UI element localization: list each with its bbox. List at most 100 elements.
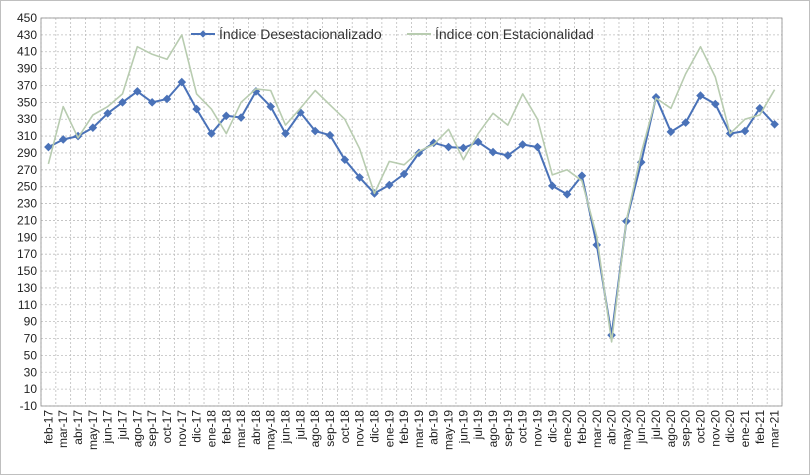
x-tick-label: nov-18 [353, 410, 367, 447]
x-tick-label: ago-18 [308, 410, 322, 448]
y-tick-label: 410 [17, 45, 37, 59]
x-tick-label: jun-17 [101, 410, 115, 445]
y-tick-label: 330 [17, 112, 37, 126]
legend-label-2: Índice con Estacionalidad [435, 26, 594, 42]
y-tick-label: 350 [17, 95, 37, 109]
x-tick-label: jul-17 [116, 410, 130, 441]
y-tick-label: 150 [17, 264, 37, 278]
y-tick-label: 10 [24, 382, 38, 396]
data-point [221, 111, 231, 121]
x-tick-label: mar-18 [234, 410, 248, 448]
y-tick-label: -10 [20, 399, 38, 413]
y-tick-label: 450 [17, 11, 37, 25]
x-tick-label: jun-20 [634, 410, 648, 445]
x-tick-label: abr-17 [71, 410, 85, 445]
y-tick-label: 270 [17, 163, 37, 177]
x-tick-label: may-20 [619, 410, 633, 450]
series-line-1 [47, 81, 776, 337]
x-tick-label: dic-17 [190, 410, 204, 443]
x-tick-label: jul-19 [471, 410, 485, 441]
x-tick-label: sep-19 [501, 410, 515, 447]
x-tick-label: feb-20 [575, 410, 589, 444]
y-tick-label: 110 [18, 298, 37, 312]
x-tick-label: abr-18 [249, 410, 263, 445]
data-point [384, 180, 394, 190]
data-point [444, 142, 453, 152]
data-point [562, 189, 572, 199]
y-tick-label: 290 [17, 146, 37, 160]
x-tick-label: nov-17 [175, 410, 189, 447]
data-point [88, 123, 98, 132]
data-point [681, 118, 690, 127]
x-tick-label: feb-19 [397, 410, 411, 444]
x-tick-label: ago-17 [130, 410, 144, 448]
y-tick-label: 70 [24, 332, 38, 346]
data-point [414, 148, 424, 158]
data-point [266, 102, 276, 111]
data-point [310, 126, 320, 136]
legend-marker [199, 30, 207, 38]
data-point [355, 173, 364, 182]
series-line-2 [47, 34, 776, 343]
legend: Índice Desestacionalizado Índice con Esta… [191, 26, 594, 42]
y-tick-label: 50 [24, 348, 38, 362]
x-tick-label: jul-20 [649, 410, 663, 441]
data-point [340, 155, 350, 165]
axis-layer: -10 10 30 50 70 90 110 130 150 170 190 210 230 250 270… [17, 11, 783, 450]
x-tick-label: jul-18 [293, 410, 307, 441]
x-tick-label: jun-19 [456, 410, 470, 445]
data-point [147, 98, 157, 107]
y-tick-label: 190 [17, 230, 37, 244]
data-point [473, 137, 483, 147]
data-point [162, 94, 172, 104]
data-point [58, 135, 68, 144]
x-tick-label: ene-20 [560, 410, 574, 448]
data-point [503, 151, 513, 160]
data-point [755, 103, 765, 113]
x-tick-label: may-18 [264, 410, 278, 450]
y-tick-label: 170 [17, 247, 37, 261]
data-point [207, 129, 216, 138]
x-tick-label: oct-20 [693, 410, 707, 444]
y-tick-label: 430 [17, 28, 37, 42]
data-point [399, 169, 409, 179]
y-tick-label: 310 [17, 129, 37, 143]
x-tick-label: ago-19 [486, 410, 500, 448]
x-tick-label: dic-19 [545, 410, 559, 443]
data-point [236, 113, 246, 122]
legend-label-1: Índice Desestacionalizado [219, 26, 382, 42]
data-point [103, 109, 112, 118]
grid-layer [40, 17, 783, 407]
x-tick-label: mar-17 [56, 410, 70, 448]
x-tick-label: sep-18 [323, 410, 337, 447]
y-tick-label: 130 [17, 281, 37, 295]
data-point [711, 99, 720, 109]
x-tick-label: dic-20 [723, 410, 737, 443]
data-point [696, 91, 705, 100]
x-tick-label: nov-19 [530, 410, 544, 447]
y-tick-label: 230 [17, 197, 37, 211]
data-point [44, 142, 53, 152]
data-point [118, 98, 127, 107]
x-tick-label: oct-19 [516, 410, 530, 444]
data-point [547, 181, 557, 191]
data-point [518, 140, 527, 149]
data-point [592, 240, 602, 250]
y-tick-label: 210 [17, 213, 37, 227]
y-tick-label: 390 [17, 62, 37, 76]
x-tick-label: mar-21 [768, 410, 782, 448]
x-tick-label: sep-17 [145, 410, 159, 447]
data-point [177, 77, 187, 87]
data-point [770, 119, 779, 129]
x-tick-label: dic-18 [367, 410, 381, 443]
x-tick-label: ene-18 [204, 410, 218, 448]
plot-area-border [40, 17, 783, 407]
x-tick-label: jun-18 [279, 410, 293, 445]
y-tick-label: 90 [24, 315, 38, 329]
data-point [666, 127, 676, 137]
x-tick-label: feb-18 [219, 410, 233, 444]
data-point [133, 87, 142, 96]
x-tick-label: nov-20 [708, 410, 722, 447]
